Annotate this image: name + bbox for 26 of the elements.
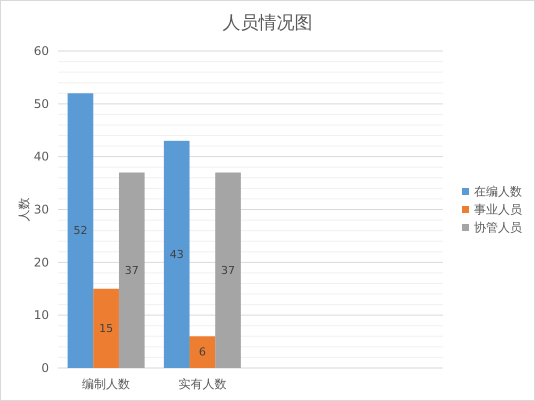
data-label: 37 xyxy=(124,264,139,277)
x-tick-label: 实有人数 xyxy=(178,377,226,391)
bar xyxy=(164,140,190,368)
legend-label: 在编人数 xyxy=(474,184,522,198)
y-tick-label: 30 xyxy=(34,202,49,216)
y-tick-label: 60 xyxy=(34,44,49,58)
y-tick-label: 10 xyxy=(34,308,49,322)
chart-title: 人员情况图 xyxy=(222,12,312,34)
y-axis-title: 人数 xyxy=(17,198,31,222)
y-tick-label: 0 xyxy=(41,361,49,375)
data-label: 15 xyxy=(99,322,114,335)
legend-label: 事业人员 xyxy=(474,202,522,216)
bar xyxy=(190,336,216,368)
legend-label: 协管人员 xyxy=(474,220,522,234)
data-label: 6 xyxy=(198,346,206,359)
y-tick-label: 40 xyxy=(34,150,49,164)
data-label: 37 xyxy=(221,264,236,277)
bar xyxy=(68,93,94,368)
bar xyxy=(93,288,119,368)
data-label: 52 xyxy=(73,224,88,238)
y-tick-label: 20 xyxy=(34,255,49,270)
bar xyxy=(215,172,241,368)
bar xyxy=(118,172,145,368)
y-tick-label: 50 xyxy=(34,96,49,111)
x-tick-label: 编制人数 xyxy=(82,377,130,391)
data-label: 43 xyxy=(170,248,184,261)
